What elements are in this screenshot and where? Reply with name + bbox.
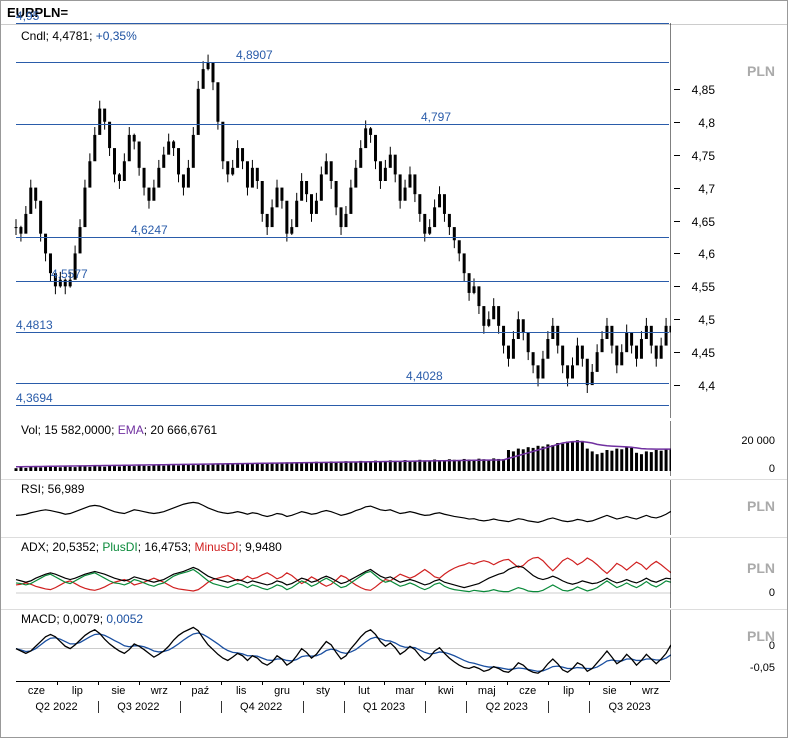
xaxis-month: sty <box>316 685 330 697</box>
macd-ytick-neg: -0,05 <box>750 662 775 674</box>
xaxis-month: cze <box>519 685 536 697</box>
xaxis-quarter: Q4 2022 <box>240 701 282 713</box>
plusdi-value: ; 16,4753; <box>138 540 195 554</box>
xaxis-month: sie <box>603 685 617 697</box>
volume-panel: Vol; 15 582,0000; EMA; 20 666,6761 20 00… <box>1 421 787 476</box>
adx-ytick-0: 0 <box>769 587 775 599</box>
macd-ytick-0: 0 <box>769 640 775 652</box>
xaxis-month: maj <box>478 685 496 697</box>
chart-title: EURPLN= <box>1 1 787 25</box>
vol-ytick-0: 0 <box>769 463 775 475</box>
rsi-label: RSI; 56,989 <box>21 482 84 496</box>
xaxis-month: wrz <box>151 685 168 697</box>
ema-value: ; 20 666,6761 <box>144 423 217 437</box>
xaxis-month: lis <box>236 685 246 697</box>
xaxis-quarter: Q3 2023 <box>608 701 650 713</box>
xaxis-month: paź <box>191 685 209 697</box>
xaxis-divider <box>98 701 99 713</box>
adx-panel: ADX; 20,5352; PlusDI; 16,4753; MinusDI; … <box>1 537 787 608</box>
xaxis-divider <box>548 701 549 713</box>
macd-panel: MACD; 0,0079; 0,0052 PLN 0 -0,05 <box>1 609 787 680</box>
xaxis-divider <box>466 701 467 713</box>
cndl-label: Cndl; <box>21 29 52 43</box>
xaxis-month: wrz <box>642 685 659 697</box>
xaxis-divider <box>425 701 426 713</box>
xaxis-divider <box>344 701 345 713</box>
xaxis-quarter: Q2 2022 <box>35 701 77 713</box>
minusdi-label: MinusDI <box>194 540 238 554</box>
price-panel: Cndl; 4,4781; +0,35% PLN 4,44,454,54,554… <box>1 23 787 418</box>
xaxis-panel: cze lip sie wrz paź lis gru sty lut mar kwi maj cze l… <box>1 681 787 736</box>
xaxis-divider <box>303 701 304 713</box>
rsi-panel: RSI; 56,989 PLN <box>1 479 787 535</box>
xaxis-month: kwi <box>438 685 454 697</box>
adx-label: ADX; 20,5352; PlusDI; 16,4753; MinusDI; … <box>21 540 282 554</box>
xaxis-divider <box>180 701 181 713</box>
minusdi-value: ; 9,9480 <box>238 540 281 554</box>
ema-label: EMA <box>118 423 144 437</box>
pln-tag-adx: PLN <box>747 560 775 576</box>
plusdi-label: PlusDI <box>102 540 137 554</box>
adx-value: ADX; 20,5352; <box>21 540 102 554</box>
rsi-svg <box>1 480 671 535</box>
xaxis-month: mar <box>395 685 414 697</box>
pln-tag-rsi: PLN <box>747 498 775 514</box>
price-label: Cndl; 4,4781; +0,35% <box>21 29 137 43</box>
price-svg <box>1 23 671 418</box>
xaxis-divider <box>221 701 222 713</box>
xaxis-quarter: Q1 2023 <box>363 701 405 713</box>
xaxis-month: lip <box>72 685 83 697</box>
xaxis-quarter: Q2 2023 <box>486 701 528 713</box>
price-change: +0,35% <box>96 29 137 43</box>
macd-value: MACD; 0,0079; <box>21 612 106 626</box>
macd-label: MACD; 0,0079; 0,0052 <box>21 612 143 626</box>
chart-container: EURPLN= Cndl; 4,4781; +0,35% PLN 4,44,45… <box>0 0 788 738</box>
vol-ytick-20k: 20 000 <box>741 435 775 447</box>
macd-signal-value: 0,0052 <box>106 612 143 626</box>
price-value: 4,4781; <box>52 29 95 43</box>
xaxis-month: cze <box>28 685 45 697</box>
volume-label: Vol; 15 582,0000; EMA; 20 666,6761 <box>21 423 217 437</box>
xaxis-quarter: Q3 2022 <box>117 701 159 713</box>
xaxis-month: gru <box>274 685 290 697</box>
xaxis-month: lip <box>563 685 574 697</box>
vol-value: Vol; 15 582,0000; <box>21 423 118 437</box>
xaxis-month: lut <box>358 685 370 697</box>
pln-tag-price: PLN <box>747 63 775 79</box>
xaxis-month: sie <box>111 685 125 697</box>
xaxis-divider <box>589 701 590 713</box>
